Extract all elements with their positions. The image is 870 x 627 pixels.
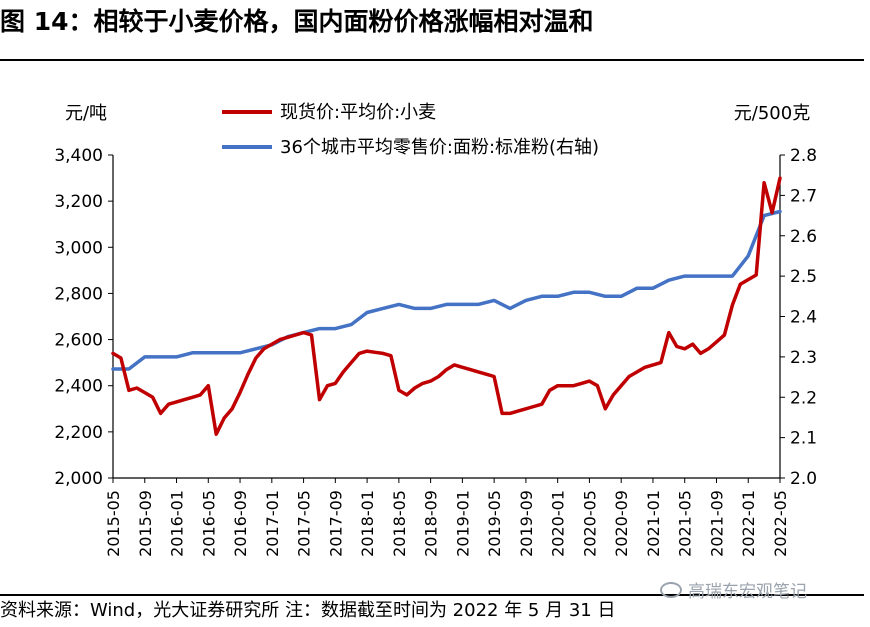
right-tick-label: 2.3 [790,348,817,368]
x-tick-label: 2020-01 [549,490,568,557]
x-tick-label: 2018-09 [422,490,441,557]
right-tick-label: 2.2 [790,388,817,408]
left-axis-unit: 元/吨 [65,103,107,124]
left-tick-label: 3,400 [54,146,103,166]
legend-label-flour: 36个城市平均零售价:面粉:标准粉(右轴) [280,137,599,158]
x-tick-label: 2019-09 [517,490,536,557]
watermark: 高瑞东宏观笔记 [660,577,807,602]
x-tick-label: 2016-05 [199,490,218,557]
right-tick-label: 2.6 [790,227,817,247]
x-tick-label: 2015-05 [104,490,123,557]
x-tick-label: 2022-05 [771,490,790,557]
x-tick-label: 2021-09 [707,490,726,557]
figure-title: 图 14：相较于小麦价格，国内面粉价格涨幅相对温和 [0,7,594,36]
left-tick-label: 2,400 [54,377,103,397]
top-rule [0,59,864,61]
x-tick-label: 2021-01 [644,490,663,557]
right-tick-label: 2.1 [790,429,817,449]
x-tick-label: 2016-01 [168,490,187,557]
x-tick-label: 2020-05 [580,490,599,557]
source-note: 资料来源：Wind，光大证券研究所 注：数据截至时间为 2022 年 5 月 3… [0,600,616,621]
watermark-text: 高瑞东宏观笔记 [688,582,807,602]
x-tick-label: 2022-01 [739,490,758,557]
series-lines [111,176,782,436]
left-tick-label: 2,800 [54,284,103,304]
bottom-rule [0,594,864,596]
x-tick-label: 2019-05 [485,490,504,557]
x-tick-label: 2018-01 [358,490,377,557]
right-tick-label: 2.0 [790,469,817,489]
x-tick-label: 2016-09 [231,490,250,557]
x-tick-label: 2021-05 [676,490,695,557]
x-tick-label: 2017-05 [295,490,314,557]
left-tick-label: 2,600 [54,331,103,351]
legend-label-wheat: 现货价:平均价:小麦 [280,102,436,123]
right-tick-label: 2.5 [790,267,817,287]
right-axis-unit: 元/500克 [734,103,810,124]
x-tick-label: 2020-09 [612,490,631,557]
right-tick-label: 2.7 [790,186,817,206]
right-tick-label: 2.8 [790,146,817,166]
left-tick-label: 3,000 [54,238,103,258]
left-tick-label: 3,200 [54,192,103,212]
axes: 2,000 2,200 2,400 2,600 2,800 3,000 3,200 3,400… [54,146,817,557]
legend: 现货价:平均价:小麦 36个城市平均零售价:面粉:标准粉(右轴) [222,102,599,158]
x-tick-label: 2018-05 [390,490,409,557]
left-tick-label: 2,000 [54,469,103,489]
x-tick-label: 2017-01 [263,490,282,557]
wechat-icon [660,581,682,598]
series-line-flour [111,209,782,371]
series-line-wheat [111,176,782,436]
left-tick-label: 2,200 [54,423,103,443]
x-tick-label: 2017-09 [326,490,345,557]
x-tick-label: 2015-09 [136,490,155,557]
right-tick-label: 2.4 [790,308,817,328]
x-tick-label: 2019-01 [453,490,472,557]
